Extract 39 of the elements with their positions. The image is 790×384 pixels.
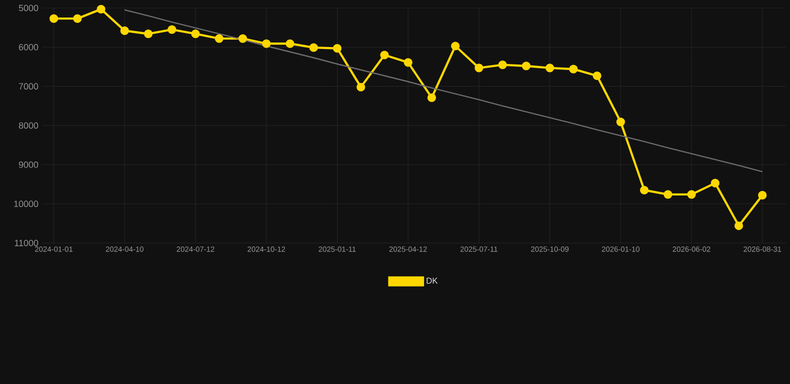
point xyxy=(214,34,224,43)
point xyxy=(474,64,484,72)
point xyxy=(262,39,271,48)
point xyxy=(356,82,366,92)
point xyxy=(238,34,248,43)
point xyxy=(664,190,672,199)
y-tick-label: 9000 xyxy=(18,161,38,168)
point xyxy=(120,26,129,36)
point xyxy=(380,50,389,60)
point xyxy=(309,43,318,52)
point xyxy=(286,39,294,48)
point xyxy=(498,60,507,70)
point xyxy=(50,14,58,23)
point xyxy=(191,30,200,38)
y-tick-label: 8000 xyxy=(18,122,38,129)
point xyxy=(332,44,342,53)
point xyxy=(73,14,82,23)
point xyxy=(427,93,436,102)
point xyxy=(734,221,744,230)
point xyxy=(144,30,153,38)
y-tick-label: 7000 xyxy=(18,83,38,90)
y-tick-label: 6000 xyxy=(18,44,38,50)
legend-label: DK xyxy=(426,278,438,284)
point xyxy=(96,4,106,14)
point xyxy=(710,178,720,188)
point xyxy=(404,58,412,67)
point xyxy=(758,190,767,200)
y-tick-label: 11000 xyxy=(14,240,38,246)
point xyxy=(616,118,625,126)
point xyxy=(592,71,602,80)
point xyxy=(687,190,696,199)
point xyxy=(451,42,460,50)
point xyxy=(546,64,554,72)
point xyxy=(168,25,176,34)
y-tick-label: 5000 xyxy=(18,4,38,12)
point xyxy=(522,62,530,70)
point xyxy=(640,186,649,194)
y-tick-label: 10000 xyxy=(14,200,38,208)
point xyxy=(569,64,578,74)
